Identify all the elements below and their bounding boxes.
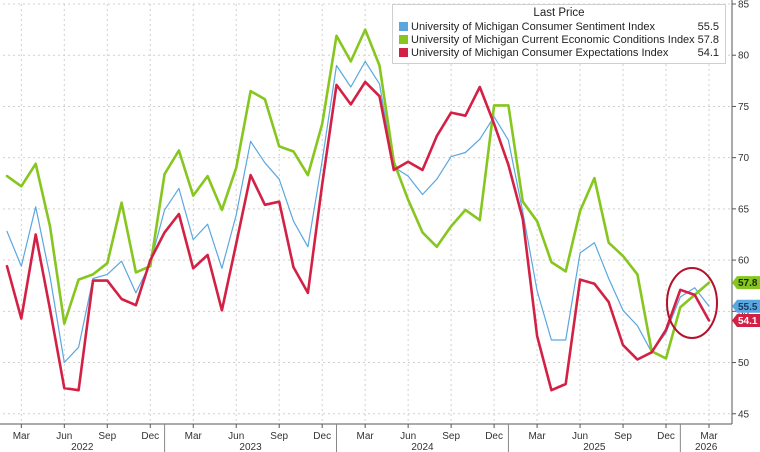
badge-expectations <box>732 314 760 328</box>
x-tick-label: Jun <box>572 431 588 442</box>
year-label: 2022 <box>71 442 94 452</box>
y-axis: 455055606570758085 <box>731 0 750 424</box>
legend-label-current: University of Michigan Current Economic … <box>411 34 695 46</box>
x-axis: Mar Jun Sep Dec Mar Jun Sep Dec Mar Jun Sep Dec Mar J… <box>0 423 732 452</box>
legend-label-expectations: University of Michigan Consumer Expectat… <box>411 47 669 59</box>
x-tick-label: Jun <box>400 431 416 442</box>
series-lines <box>5 28 711 392</box>
last-value-badges: 57.8 55.5 54.1 <box>732 276 760 327</box>
badge-current-conditions <box>732 276 760 290</box>
badge-label-expectations: 54.1 <box>738 316 758 327</box>
x-tick-label: Sep <box>442 431 460 442</box>
y-tick-label: 70 <box>738 153 750 164</box>
grid-lines <box>3 3 732 424</box>
x-tick-label: Jun <box>56 431 72 442</box>
legend-value-current: 57.8 <box>697 34 719 46</box>
legend-item-sentiment: University of Michigan Consumer Sentimen… <box>393 21 725 34</box>
year-label: 2026 <box>695 442 718 452</box>
legend-item-current: University of Michigan Current Economic … <box>393 34 725 47</box>
series-line-sentiment <box>6 60 710 364</box>
legend: Last Price University of Michigan Consum… <box>392 4 726 64</box>
legend-item-expectations: University of Michigan Consumer Expectat… <box>393 47 725 60</box>
legend-value-expectations: 54.1 <box>697 47 719 59</box>
y-tick-label: 60 <box>738 256 750 267</box>
legend-value-sentiment: 55.5 <box>697 21 719 33</box>
y-tick-label: 85 <box>738 0 750 11</box>
y-tick-label: 65 <box>738 204 750 215</box>
y-tick-label: 45 <box>738 409 750 420</box>
badge-label-current-conditions: 57.8 <box>738 278 758 289</box>
x-tick-label: Sep <box>98 431 116 442</box>
x-tick-label: Dec <box>141 431 159 442</box>
x-tick-label: Sep <box>614 431 632 442</box>
legend-swatch-current <box>399 35 408 44</box>
year-label: 2024 <box>411 442 434 452</box>
series-line-current-conditions <box>5 28 711 360</box>
y-tick-label: 80 <box>738 51 750 62</box>
x-tick-label: Jun <box>228 431 244 442</box>
year-label: 2023 <box>239 442 262 452</box>
badge-sentiment <box>732 299 760 313</box>
x-tick-label: Dec <box>657 431 675 442</box>
x-tick-label: Mar <box>528 431 546 442</box>
x-tick-label: Mar <box>185 431 203 442</box>
badge-label-sentiment: 55.5 <box>738 302 758 313</box>
legend-label-sentiment: University of Michigan Consumer Sentimen… <box>411 21 655 33</box>
x-tick-label: Mar <box>13 431 31 442</box>
legend-swatch-sentiment <box>399 22 408 31</box>
legend-swatch-expectations <box>399 48 408 57</box>
x-tick-label: Sep <box>270 431 288 442</box>
x-tick-label: Dec <box>313 431 331 442</box>
highlight-circle <box>666 267 718 339</box>
series-line-expectations <box>5 80 711 392</box>
legend-header: Last Price <box>533 7 585 19</box>
x-tick-label: Mar <box>357 431 375 442</box>
x-tick-label: Dec <box>485 431 503 442</box>
y-tick-label: 75 <box>738 102 750 113</box>
year-label: 2025 <box>583 442 606 452</box>
x-tick-label: Mar <box>700 431 718 442</box>
y-tick-label: 50 <box>738 358 750 369</box>
